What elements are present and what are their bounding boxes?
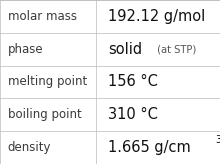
Text: 192.12 g/mol: 192.12 g/mol (108, 9, 205, 24)
Text: molar mass: molar mass (8, 10, 77, 23)
Text: solid: solid (108, 42, 142, 57)
Text: (at STP): (at STP) (154, 44, 197, 54)
Text: 310 °C: 310 °C (108, 107, 158, 122)
Text: phase: phase (8, 43, 43, 56)
Text: density: density (8, 141, 51, 154)
Text: 156 °C: 156 °C (108, 74, 158, 90)
Text: melting point: melting point (8, 75, 87, 89)
Text: boiling point: boiling point (8, 108, 81, 121)
Text: 3: 3 (216, 135, 220, 145)
Text: 1.665 g/cm: 1.665 g/cm (108, 140, 191, 155)
